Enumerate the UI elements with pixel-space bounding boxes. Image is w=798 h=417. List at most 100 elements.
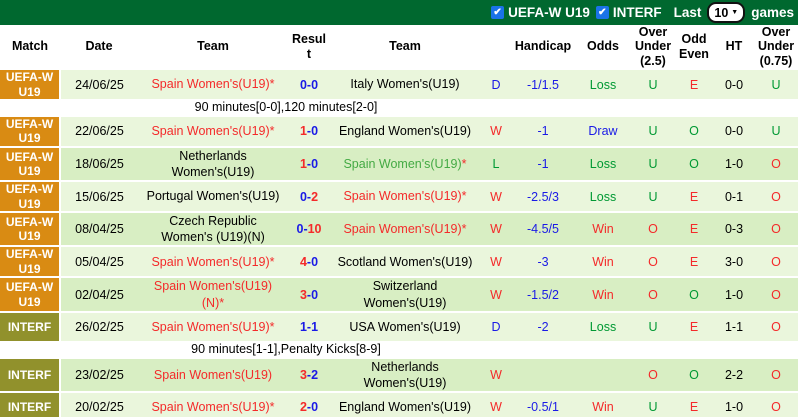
team-name: England Women's(U19) [338,124,472,139]
full-time-score: 0-10 [288,210,330,247]
home-team[interactable]: Netherlands Women's(U19) [138,145,288,182]
half-time-score: 0-0 [714,114,754,147]
odd-even-value: O [674,356,714,393]
home-team[interactable]: Spain Women's(U19)* [138,68,288,99]
team-name: Spain Women's(U19) [151,124,270,139]
over-under-0-75-value: U [754,114,798,147]
away-goals: 0 [311,287,319,302]
away-team[interactable]: USA Women's(U19) [330,310,480,341]
col-header-result: Result [288,25,330,70]
away-team[interactable]: Netherlands Women's(U19) [330,356,480,393]
odd-even-value: E [674,391,714,417]
home-team[interactable]: Spain Women's(U19)(N)* [138,276,288,312]
col-header-odds: Odds [574,25,632,70]
last-label: Last [673,5,702,20]
full-time-score: 0-0 [288,68,330,99]
odd-even-value: O [674,276,714,312]
league-badge: UEFA-W U19 [0,245,61,278]
team-name: Spain Women's(U19) [153,367,273,382]
away-goals: 0 [311,124,319,139]
home-team[interactable]: Portugal Women's(U19) [138,180,288,212]
highlight-star: * [269,254,275,269]
match-row: INTERF 26/02/25 Spain Women's(U19)* 1-1 USA … [0,310,798,341]
over-under-2-5-value: U [632,114,674,147]
home-goals: 3 [299,368,307,382]
checkbox-checked-icon[interactable]: ✔ [595,6,609,19]
away-team[interactable]: Italy Women's(U19) [330,68,480,99]
match-row: UEFA-W U19 15/06/25 Portugal Women's(U19) 0… [0,180,798,212]
home-team[interactable]: Spain Women's(U19)* [138,245,288,278]
odd-even-value: O [674,114,714,147]
away-team[interactable]: Spain Women's(U19)* [330,210,480,247]
col-header-match: Match [0,25,60,70]
home-goals: 0 [299,189,307,204]
result-letter: W [480,114,512,147]
home-goals: 1 [299,156,307,171]
half-time-score: 1-0 [714,391,754,417]
score-dash: - [306,368,312,382]
league-badge: INTERF [0,391,61,417]
league-badge: INTERF [0,356,61,393]
handicap-value: -4.5/5 [512,210,574,247]
home-goals: 0 [296,222,304,237]
home-team[interactable]: Czech Republic Women's (U19)(N) [138,210,288,247]
match-date: 20/02/25 [60,391,138,417]
checkbox-checked-icon[interactable]: ✔ [491,6,505,19]
handicap-value: -1/1.5 [512,68,574,99]
match-date: 08/04/25 [60,210,138,247]
team-name: Spain Women's(U19) [151,400,270,415]
select-value: 10 [714,5,729,20]
away-team[interactable]: England Women's(U19) [330,114,480,147]
chevron-down-icon: ▼ [731,9,739,16]
over-under-0-75-value: O [754,310,798,341]
home-goals: 4 [299,254,307,269]
full-time-score: 2-0 [288,391,330,417]
handicap-value: -1.5/2 [512,276,574,312]
highlight-star: * [269,400,275,415]
league-badge: UEFA-W U19 [0,145,61,182]
match-row: UEFA-W U19 22/06/25 Spain Women's(U19)* 1-0… [0,114,798,147]
away-team[interactable]: Spain Women's(U19)* [330,145,480,182]
team-name: Spain Women's(U19) [151,254,270,269]
filter-uefa-w-u19[interactable]: ✔ UEFA-W U19 [491,5,590,20]
highlight-star: * [461,189,467,204]
home-team[interactable]: Spain Women's(U19)* [138,114,288,147]
league-badge: UEFA-W U19 [0,276,61,312]
last-games-select[interactable]: 10 ▼ [707,2,746,23]
away-team[interactable]: Scotland Women's(U19) [330,245,480,278]
home-team[interactable]: Spain Women's(U19) [138,356,288,393]
half-time-score: 0-0 [714,68,754,99]
away-goals: 0 [311,254,319,269]
league-badge: UEFA-W U19 [0,114,61,147]
over-under-2-5-value: U [632,310,674,341]
match-row: UEFA-W U19 05/04/25 Spain Women's(U19)* 4-0… [0,245,798,278]
match-date: 18/06/25 [60,145,138,182]
col-header-over-under-2-5: Over Under (2.5) [632,25,674,70]
away-team[interactable]: England Women's(U19) [330,391,480,417]
away-goals: 2 [311,368,319,382]
match-row: INTERF 20/02/25 Spain Women's(U19)* 2-0 Engl… [0,391,798,417]
away-team[interactable]: Switzerland Women's(U19) [330,276,480,312]
team-name: Spain Women's(U19)(N) [153,279,273,310]
result-letter: D [480,68,512,99]
filter-interf[interactable]: ✔ INTERF [595,5,662,20]
over-under-0-75-value: O [754,210,798,247]
home-team[interactable]: Spain Women's(U19)* [138,310,288,341]
match-date: 15/06/25 [60,180,138,212]
odd-even-value: E [674,245,714,278]
odds-result: Draw [574,114,632,147]
away-goals: 0 [311,156,319,171]
over-under-0-75-value: O [754,276,798,312]
score-dash: - [306,319,312,334]
over-under-0-75-value: O [754,356,798,393]
score-dash: - [306,254,312,269]
home-goals: 1 [299,319,307,334]
away-team[interactable]: Spain Women's(U19)* [330,180,480,212]
result-letter: W [480,356,512,393]
home-team[interactable]: Spain Women's(U19)* [138,391,288,417]
match-row: UEFA-W U19 24/06/25 Spain Women's(U19)* 0-0… [0,68,798,99]
team-name: Netherlands Women's(U19) [171,148,255,179]
result-letter: W [480,245,512,278]
highlight-star: * [269,124,275,139]
